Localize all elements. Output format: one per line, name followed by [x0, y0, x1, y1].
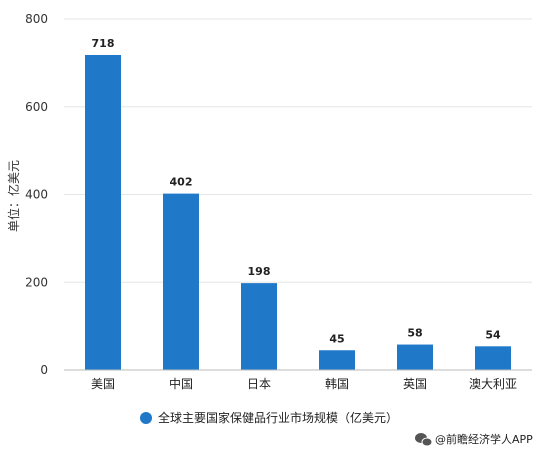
- y-tick-label: 800: [25, 12, 48, 26]
- x-tick-label: 韩国: [325, 376, 349, 391]
- data-labels: 718 402 198 45 58 54: [92, 37, 501, 345]
- data-label: 402: [170, 176, 193, 189]
- grid-layer: [64, 18, 532, 283]
- bar-4: [397, 344, 433, 370]
- x-tick-label: 日本: [247, 377, 271, 391]
- bar-1: [163, 193, 199, 370]
- credit-text: @前瞻经济学人APP: [435, 432, 533, 446]
- y-tick-label: 200: [25, 275, 48, 289]
- bar-series: [85, 54, 511, 370]
- legend-label: 全球主要国家保健品行业市场规模（亿美元）: [158, 410, 398, 425]
- bar-3: [319, 350, 355, 370]
- y-tick-label: 0: [40, 363, 48, 377]
- legend: 全球主要国家保健品行业市场规模（亿美元）: [140, 410, 398, 425]
- x-tick-label: 澳大利亚: [469, 377, 517, 391]
- data-label: 45: [329, 332, 344, 345]
- bar-0: [85, 54, 121, 370]
- y-tick-label: 400: [25, 188, 48, 202]
- y-axis: 0 200 400 600 800: [25, 12, 48, 377]
- data-label: 54: [485, 328, 501, 341]
- x-tick-label: 美国: [91, 377, 115, 391]
- wechat-icon: [415, 433, 433, 447]
- data-label: 718: [92, 37, 115, 50]
- bar-5: [475, 346, 511, 370]
- data-label: 198: [248, 265, 271, 278]
- x-tick-label: 中国: [169, 376, 193, 391]
- bar-2: [241, 283, 277, 370]
- y-axis-label: 单位：亿美元: [6, 160, 21, 232]
- y-tick-label: 600: [25, 100, 48, 114]
- data-label: 58: [407, 327, 422, 340]
- credit: @前瞻经济学人APP: [415, 432, 533, 447]
- x-axis: 美国 中国 日本 韩国 英国 澳大利亚: [91, 376, 517, 391]
- legend-swatch: [140, 412, 152, 424]
- x-tick-label: 英国: [403, 377, 427, 391]
